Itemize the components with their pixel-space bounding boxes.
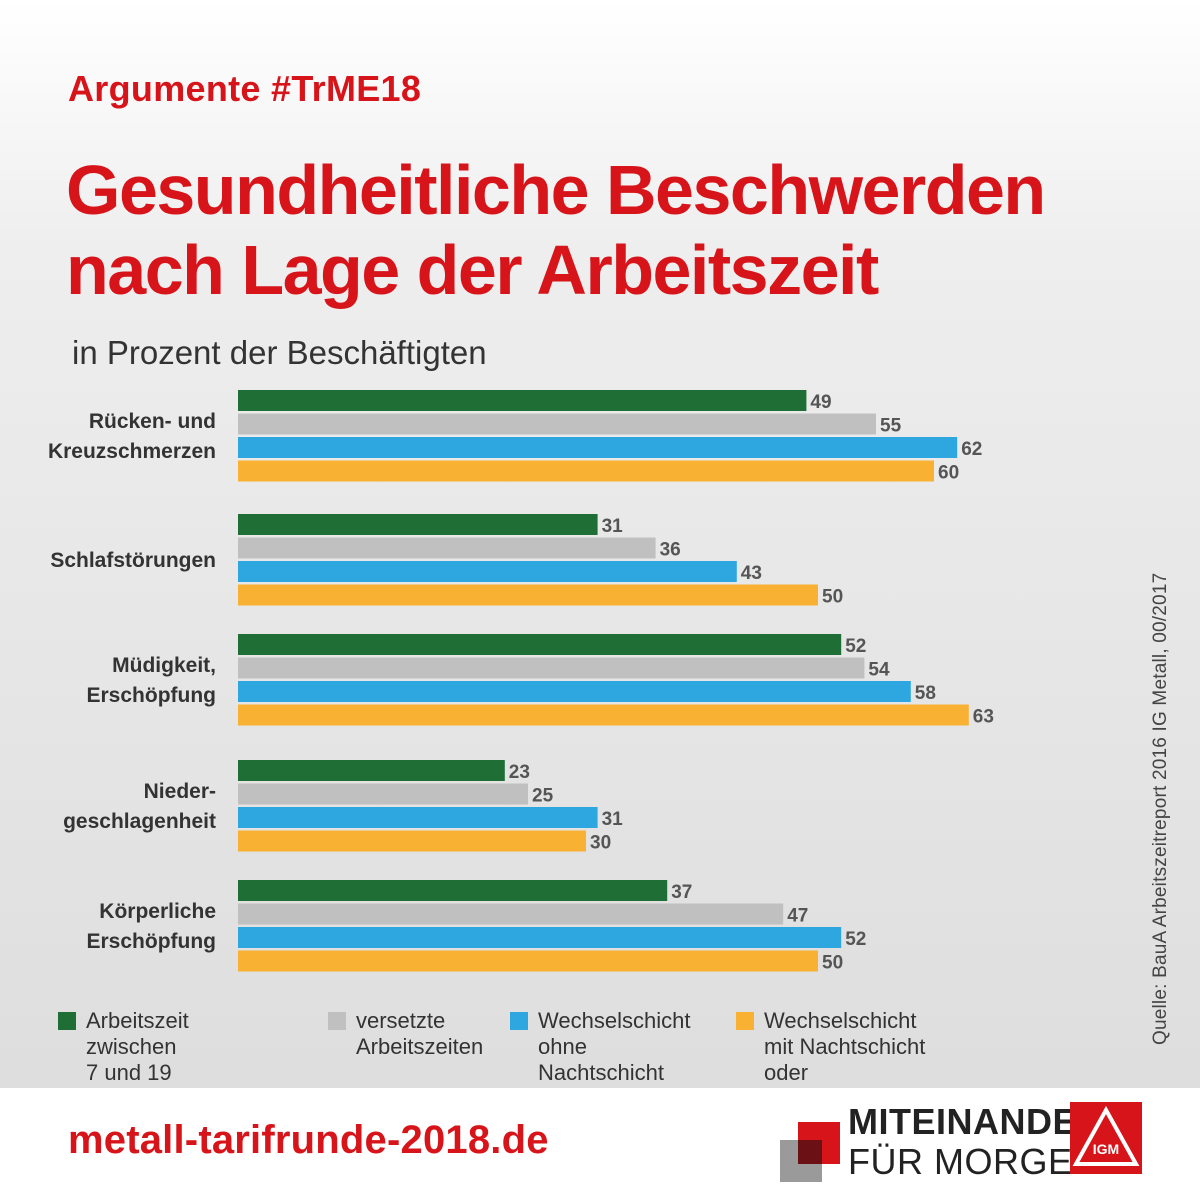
value-label-2-green: 31 <box>602 516 624 537</box>
value-label-5-grey: 47 <box>787 906 808 927</box>
bar-4-green <box>238 760 505 781</box>
title-line-1: Gesundheitliche Beschwerden <box>66 151 1046 229</box>
bar-3-grey <box>238 657 865 679</box>
value-label-1-blue: 62 <box>961 439 982 460</box>
ig-metall-logo: IGM <box>1070 1102 1142 1174</box>
bar-5-green <box>238 880 668 901</box>
value-label-2-grey: 36 <box>660 540 681 561</box>
bar-2-blue <box>238 561 737 582</box>
value-label-4-green: 23 <box>509 762 530 783</box>
value-label-5-green: 37 <box>671 882 692 903</box>
value-label-2-orange: 50 <box>822 587 843 608</box>
bar-5-grey <box>238 903 784 925</box>
page-title: Gesundheitliche Beschwerden nach Lage de… <box>66 150 1046 310</box>
bar-4-grey <box>238 783 528 805</box>
footer: metall-tarifrunde-2018.de MITEINANDER FÜ… <box>0 1088 1200 1200</box>
bar-4-blue <box>238 807 598 828</box>
chart-legend: Arbeitszeit zwischen 7 und 19 Uhrversetz… <box>0 1000 1200 1111</box>
category-label-nieder-geschlagenheit: Nieder-geschlagenheit <box>63 780 216 833</box>
value-label-1-green: 49 <box>810 392 831 413</box>
slogan-squares-logo <box>780 1104 840 1184</box>
campaign-url-link[interactable]: metall-tarifrunde-2018.de <box>68 1118 549 1162</box>
value-label-3-blue: 58 <box>915 683 936 704</box>
value-label-3-orange: 63 <box>973 707 994 728</box>
bar-3-blue <box>238 681 911 702</box>
value-label-1-grey: 55 <box>880 416 902 437</box>
bar-5-orange <box>238 950 818 972</box>
value-label-1-orange: 60 <box>938 463 959 484</box>
value-label-5-blue: 52 <box>845 929 866 950</box>
value-label-4-blue: 31 <box>602 809 624 830</box>
slogan-line-1: MITEINANDER <box>848 1101 1104 1142</box>
campaign-tag: Argumente #TrME18 <box>68 68 422 109</box>
bar-1-blue <box>238 437 958 458</box>
value-label-3-grey: 54 <box>868 660 890 681</box>
category-label-müdigkeit-erschöpfung: Müdigkeit, Erschöpfung <box>87 654 217 707</box>
legend-label-grey: versetzte Arbeitszeiten <box>356 1008 484 1059</box>
bar-3-orange <box>238 704 969 726</box>
value-label-2-blue: 43 <box>741 563 762 584</box>
value-label-4-grey: 25 <box>532 786 554 807</box>
bar-1-grey <box>238 413 876 435</box>
legend-swatch-green <box>58 1012 76 1030</box>
slogan-line-2: FÜR MORGEN <box>848 1141 1099 1182</box>
legend-swatch-blue <box>510 1012 528 1030</box>
bar-1-green <box>238 390 807 411</box>
slogan: MITEINANDER FÜR MORGEN <box>848 1102 1104 1182</box>
value-label-3-green: 52 <box>845 636 866 657</box>
value-label-4-orange: 30 <box>590 833 611 854</box>
legend-label-blue: Wechselschicht ohne Nachtschicht <box>538 1008 691 1085</box>
value-label-5-orange: 50 <box>822 953 843 974</box>
legend-swatch-orange <box>736 1012 754 1030</box>
bar-1-orange <box>238 460 934 482</box>
ig-metall-logo-text: IGM <box>1093 1141 1119 1157</box>
bar-3-green <box>238 634 842 655</box>
title-line-2: nach Lage der Arbeitszeit <box>66 231 879 309</box>
source-note: Quelle: BauA Arbeitszeitreport 2016 IG M… <box>1150 572 1171 1045</box>
category-label-schlafstörungen: Schlafstörungen <box>50 549 216 572</box>
chart-subtitle: in Prozent der Beschäftigten <box>72 334 487 371</box>
bar-2-green <box>238 514 598 535</box>
bar-5-blue <box>238 927 842 948</box>
category-label-körperliche-erschöpfung: Körperliche Erschöpfung <box>87 900 217 953</box>
category-label-rücken-und-kreuzschmerzen: Rücken- und Kreuzschmerzen <box>48 410 216 463</box>
legend-swatch-grey <box>328 1012 346 1030</box>
bar-4-orange <box>238 830 586 852</box>
bar-2-grey <box>238 537 656 559</box>
bar-2-orange <box>238 584 818 606</box>
